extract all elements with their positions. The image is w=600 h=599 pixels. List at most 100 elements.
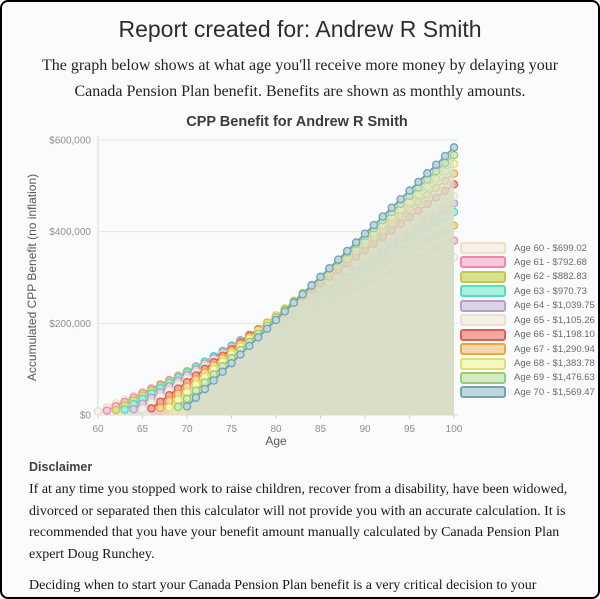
legend-label: Age 66 - $1,198.10: [514, 329, 595, 341]
legend-swatch-icon: [460, 270, 506, 283]
legend-swatch-icon: [460, 343, 506, 356]
legend-item-age-65[interactable]: Age 65 - $1,105.26: [460, 313, 595, 327]
y-tick-label: $200,000: [49, 319, 91, 330]
report-subtitle: The graph below shows at what age you'll…: [41, 57, 559, 100]
data-point-marker: [396, 250, 405, 259]
data-point-marker: [360, 269, 370, 279]
data-point-marker: [369, 264, 379, 274]
data-point-marker: [431, 260, 441, 270]
x-tick-label: 60: [92, 424, 104, 435]
data-point-marker: [440, 256, 450, 266]
data-point-marker: [387, 266, 396, 276]
data-point-marker: [449, 207, 459, 217]
legend-label: Age 65 - $1,105.26: [514, 314, 595, 326]
data-point-marker: [378, 260, 388, 269]
data-point-marker: [93, 406, 103, 416]
data-point-marker: [414, 177, 423, 186]
legend-item-age-60[interactable]: Age 60 - $699.02: [460, 241, 595, 255]
legend-swatch-icon: [460, 386, 506, 399]
cpp-chart: $0 $200,000 $400,000 $600,000 60 65 70 75 80 85 90…: [2, 107, 598, 452]
data-point-marker: [182, 401, 192, 411]
data-point-marker: [316, 310, 325, 320]
data-point-marker: [173, 395, 183, 404]
x-tick-label: 65: [137, 424, 149, 435]
x-tick-label: 75: [226, 424, 238, 435]
x-tick-label: 80: [270, 424, 282, 435]
y-axis-title: Accumulated CPP Benefit (no inflation): [25, 174, 39, 381]
legend-item-age-67[interactable]: Age 67 - $1,290.94: [460, 342, 595, 356]
data-point-marker: [120, 405, 129, 414]
data-point-marker: [271, 315, 281, 325]
data-point-marker: [316, 272, 325, 281]
page-title: Report created for: Andrew R Smith: [118, 16, 482, 42]
data-point-marker: [307, 281, 316, 290]
legend-swatch-icon: [460, 299, 506, 312]
data-point-marker: [449, 252, 459, 262]
data-point-marker: [423, 235, 432, 245]
data-point-marker: [405, 186, 414, 195]
data-point-marker: [449, 236, 459, 245]
chart-legend: Age 60 - $699.02 Age 61 - $792.68 Age 62 -…: [460, 241, 595, 400]
data-point-marker: [440, 213, 450, 222]
data-point-marker: [405, 272, 414, 281]
data-point-marker: [369, 287, 379, 297]
data-point-marker: [449, 191, 459, 201]
data-point-marker: [298, 289, 307, 299]
data-point-marker: [147, 403, 156, 413]
disclaimer-paragraph-2: Deciding when to start your Canada Pensi…: [29, 578, 537, 594]
legend-label: Age 64 - $1,039.75: [514, 300, 595, 312]
legend-item-age-68[interactable]: Age 68 - $1,383.78: [460, 356, 595, 370]
data-point-marker: [351, 284, 361, 293]
legend-item-age-66[interactable]: Age 66 - $1,198.10: [460, 327, 595, 341]
data-point-marker: [253, 332, 263, 342]
data-point-marker: [191, 386, 201, 395]
data-point-marker: [280, 306, 290, 316]
legend-swatch-icon: [460, 256, 506, 269]
data-point-marker: [334, 255, 343, 264]
data-point-marker: [191, 393, 201, 402]
legend-item-age-61[interactable]: Age 61 - $792.68: [460, 255, 595, 269]
legend-item-age-64[interactable]: Age 64 - $1,039.75: [460, 299, 595, 313]
disclaimer-heading: Disclaimer: [29, 459, 93, 474]
legend-item-age-63[interactable]: Age 63 - $970.73: [460, 284, 595, 298]
data-point-marker: [360, 279, 370, 289]
legend-swatch-icon: [460, 357, 506, 370]
data-point-marker: [414, 240, 423, 250]
data-point-marker: [396, 194, 405, 204]
data-point-marker: [414, 253, 423, 263]
data-point-marker: [200, 384, 210, 394]
data-point-marker: [182, 394, 192, 403]
data-point-marker: [414, 206, 423, 215]
data-point-marker: [342, 288, 352, 297]
data-point-marker: [138, 404, 147, 413]
data-point-marker: [449, 179, 459, 189]
data-point-marker: [369, 220, 379, 230]
data-point-marker: [387, 203, 396, 212]
legend-swatch-icon: [460, 328, 506, 341]
legend-label: Age 67 - $1,290.94: [514, 343, 595, 355]
legend-item-age-70[interactable]: Age 70 - $1,569.47: [460, 385, 595, 399]
legend-label: Age 68 - $1,383.78: [514, 358, 595, 370]
data-point-marker: [449, 169, 459, 178]
legend-item-age-69[interactable]: Age 69 - $1,476.63: [460, 371, 595, 385]
legend-label: Age 60 - $699.02: [514, 242, 587, 254]
data-point-marker: [405, 257, 414, 267]
data-point-marker: [307, 314, 316, 323]
legend-label: Age 63 - $970.73: [514, 285, 587, 297]
data-point-marker: [431, 230, 441, 240]
data-point-marker: [449, 221, 459, 230]
data-point-marker: [387, 255, 396, 264]
legend-item-age-62[interactable]: Age 62 - $882.83: [460, 270, 595, 284]
data-point-marker: [423, 249, 432, 258]
data-point-marker: [129, 404, 138, 414]
cpp-chart-svg: $0 $200,000 $400,000 $600,000 60 65 70 75 80 85 90…: [25, 114, 463, 448]
data-point-marker: [431, 218, 441, 227]
legend-label: Age 62 - $882.83: [514, 271, 587, 283]
data-point-marker: [156, 403, 165, 412]
series-area: [187, 147, 454, 415]
data-point-marker: [440, 240, 450, 250]
data-point-marker: [405, 212, 414, 222]
data-point-marker: [423, 264, 432, 273]
data-point-marker: [298, 318, 307, 327]
data-point-marker: [325, 263, 334, 273]
